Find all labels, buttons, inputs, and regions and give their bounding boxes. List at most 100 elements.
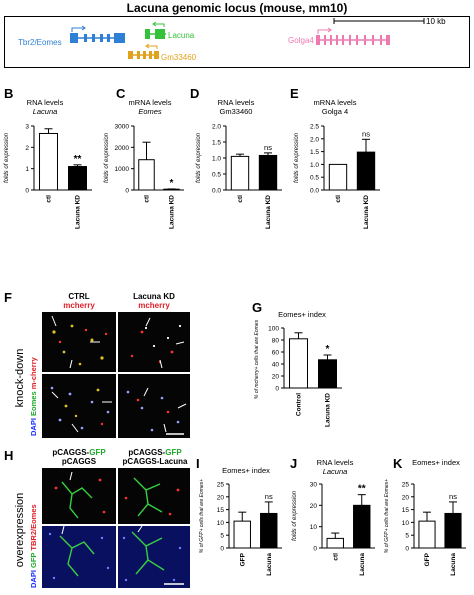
y-tick-label: 3000 [115, 124, 130, 131]
y-tick-label: 2.0 [212, 124, 221, 131]
chart-title-g: Eomes+ index [278, 310, 326, 319]
y-tick-label: 0 [405, 546, 409, 553]
panel-letter-d: D [190, 86, 200, 101]
y-tick-label: 0 [25, 188, 29, 195]
scale-bar-label: 10 kb [426, 17, 446, 26]
chart-title-d: RNA levels Gm33460 [217, 98, 255, 116]
y-tick-label: 15 [217, 507, 225, 514]
chart-plot-area: 0 1 2 3 folds of expression ctl ** Lacuna KD [4, 124, 92, 229]
panel-letter-j: J [290, 456, 298, 471]
y-axis-label: % of GFP+ cells that are Eomes+ [199, 479, 205, 553]
chart-title-i: Eomes+ index [222, 466, 270, 475]
gene-golga4: Golga4 [288, 27, 390, 45]
panel-letter-g: G [252, 300, 263, 315]
x-tick-label: Lacuna KD [75, 195, 82, 229]
bar [138, 159, 155, 191]
y-tick-label: 0 [220, 546, 224, 553]
significance-label: ns [265, 492, 273, 501]
y-axis-label: folds of expression [294, 132, 300, 183]
micrograph-pcaggs-tbr2 [42, 468, 116, 524]
y-tick-label: 10 [402, 520, 410, 527]
micrograph-ctrl-merge [42, 374, 116, 438]
chart-title-c: mRNA levels Eomes [128, 98, 172, 116]
y-axis-label: folds of expression [196, 132, 202, 183]
y-tick-label: 25 [402, 482, 410, 489]
y-tick-label: 0 [313, 546, 317, 553]
y-tick-label: 2.5 [310, 124, 319, 131]
x-tick-label: ctl [144, 195, 151, 203]
x-tick-label: ctl [46, 195, 53, 203]
y-tick-label: 100 [268, 326, 279, 333]
y-tick-label: 1.0 [212, 156, 221, 163]
x-tick-label: GFP [424, 552, 431, 566]
bar [444, 512, 462, 549]
y-tick-label: 20 [402, 494, 410, 501]
svg-text:overexpression: overexpression [14, 493, 26, 568]
panel-letter-e: E [290, 86, 299, 101]
x-tick-label: Lacuna KD [265, 195, 272, 229]
y-tick-label: 0 [125, 188, 129, 195]
micrograph-lacuna-tbr2 [118, 468, 190, 524]
chart-g: 0 20 40 60 80 100 % of mcherry+ cells that are… [254, 320, 342, 427]
knockdown-micrograph-overlay [50, 315, 187, 435]
chart-d: 0.0 0.5 1.0 1.5 2.0 folds of expression ctl ns L… [196, 124, 282, 229]
chart-b: 0 1 2 3 folds of expression ctl ** Lacuna KD [4, 124, 92, 229]
y-tick-label: 1.0 [310, 162, 319, 169]
chart-title-k: Eomes+ index [412, 458, 460, 467]
micrograph-lacuna-merge [118, 526, 190, 588]
y-tick-label: 80 [272, 338, 280, 345]
arrow-left-icon [147, 45, 158, 49]
y-axis-label: % of GFP+ cells that are Eomes+ [384, 479, 390, 553]
y-tick-label: 0.0 [212, 188, 221, 195]
significance-label: * [170, 178, 174, 189]
significance-label: ns [264, 143, 272, 152]
y-tick-label: 1.5 [310, 149, 319, 156]
x-tick-label: ctl [332, 553, 339, 561]
gene-gm33460: Gm33460 [128, 43, 197, 62]
chart-title-e: mRNA levels Golga 4 [313, 98, 357, 116]
y-tick-label: 20 [217, 494, 225, 501]
chart-plot-area: 0 20 40 60 80 100 % of mcherry+ cells that are… [254, 320, 342, 427]
bar [356, 151, 376, 191]
y-tick-label: 20 [310, 503, 318, 510]
y-tick-label: 0.0 [310, 188, 319, 195]
panel-letter-f: F [4, 290, 12, 305]
y-tick-label: 30 [310, 482, 318, 489]
gene-label: Tbr2/Eomes [18, 38, 62, 47]
y-tick-label: 25 [217, 482, 225, 489]
micrograph-kd-mcherry [118, 312, 190, 372]
panel-letter-b: B [4, 86, 14, 101]
chart-plot-area: 0 1000 2000 3000 folds of expression ctl * Lacu… [104, 124, 184, 229]
x-tick-label: Lacuna KD [169, 195, 176, 229]
x-tick-label: Lacuna [359, 553, 366, 576]
x-tick-label: Lacuna KD [325, 393, 332, 427]
knockdown-col2-label: Lacuna KD mcherry [133, 292, 175, 310]
bar [326, 537, 344, 549]
overexpression-side-label: overexpression [10, 470, 28, 590]
y-tick-label: 15 [402, 507, 410, 514]
knockdown-channel-label: DAPI Eomes m-cherry [26, 318, 40, 438]
arrow-left-icon [154, 23, 165, 27]
y-tick-label: 2000 [115, 145, 130, 152]
svg-text:DAPI GFP TBR2/Eomes: DAPI GFP TBR2/Eomes [29, 504, 38, 588]
chart-k: 0 5 10 15 20 25 % of GFP+ cells that are Eomes… [384, 479, 466, 576]
knockdown-col1-label: CTRL mcherry [63, 292, 95, 310]
y-tick-label: 5 [405, 533, 409, 540]
panel-letter-k: K [393, 456, 403, 471]
knockdown-side-label: knock-down [10, 318, 28, 438]
chart-plot-area: 0.0 0.5 1.0 1.5 2.0 2.5 folds of expression ctl… [294, 124, 380, 229]
bar [418, 520, 436, 549]
x-tick-label: ctl [237, 195, 244, 203]
bar [68, 166, 87, 191]
y-tick-label: 10 [217, 520, 225, 527]
significance-label: ns [362, 129, 370, 138]
y-axis-label: folds of expression [4, 132, 10, 183]
bar [230, 155, 250, 191]
y-tick-label: 0 [275, 386, 279, 393]
genomic-locus-panel [4, 16, 470, 68]
bar [260, 512, 278, 549]
bar [289, 338, 308, 389]
bar [39, 132, 58, 191]
y-tick-label: 40 [272, 362, 280, 369]
significance-label: ** [74, 154, 82, 165]
